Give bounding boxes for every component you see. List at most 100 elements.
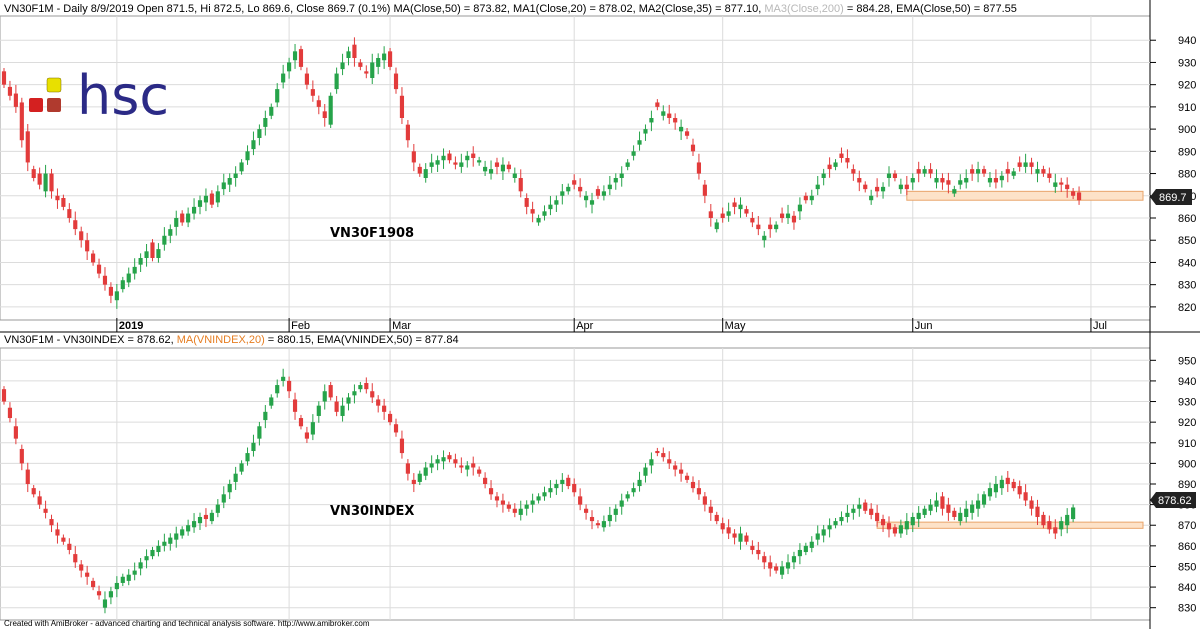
bottom-series-label: VN30INDEX [330,504,414,519]
candle-body [530,209,535,214]
candle-body [619,500,624,507]
candle-body [583,508,589,513]
candle-body [221,494,226,503]
candle-body [465,155,470,161]
candle-body [839,516,844,522]
candle-body [91,253,96,263]
support-zone [906,190,1144,201]
candle-body [875,186,880,192]
candle-body [399,438,405,454]
candle-body [815,184,820,190]
candle-body [304,432,309,439]
candle-body [459,162,464,167]
candle-body [7,86,13,96]
candle-body [138,562,143,569]
candle-body [453,162,458,165]
y-tick-label: 920 [1178,80,1196,92]
candle-body [1023,492,1028,501]
bottom-grid [0,348,1150,620]
candle-body [150,242,155,258]
logo-square-red-1 [29,98,43,112]
candle-body [607,184,612,190]
y-tick-label: 840 [1178,582,1196,594]
candle-body [756,549,761,555]
candle-body [328,385,333,398]
candle-body [857,178,862,183]
candle-body [774,566,779,571]
y-tick-label: 820 [1178,302,1196,314]
candle-body [465,465,470,470]
candle-body [714,514,719,522]
candle-body [352,44,357,58]
candle-body [1065,514,1070,526]
y-tick-label: 910 [1178,102,1196,114]
candle-body [886,173,892,178]
candle-body [393,73,399,90]
candle-body [73,554,78,563]
candle-body [631,488,636,493]
candle-body [382,53,387,61]
candle-body [904,184,909,190]
candle-body [762,235,767,241]
candle-body [168,229,173,236]
candle-body [1035,506,1040,517]
month-label: Mar [392,320,411,332]
y-tick-label: 950 [1178,355,1196,367]
candle-body [1065,184,1070,190]
candle-body [809,541,814,548]
month-label: Apr [576,320,593,332]
candle-body [245,453,250,462]
candle-body [857,504,862,509]
candle-body [191,206,197,214]
candle-body [281,73,286,83]
candle-body [934,178,939,183]
bottom-zone [876,521,1144,529]
candle-body [298,418,304,427]
candle-body [292,399,298,412]
candle-body [471,463,476,468]
candle-body [922,169,927,174]
candle-body [892,527,898,534]
y-tick-label: 890 [1178,479,1196,491]
candle-body [411,151,416,163]
candle-body [554,484,559,489]
candle-body [37,173,42,185]
candle-body [791,215,797,223]
candle-body [441,457,446,462]
candle-body [904,521,909,530]
candle-body [560,479,565,484]
candle-body [1017,162,1022,167]
candle-body [970,504,975,513]
candle-body [993,178,998,183]
candle-body [589,200,595,205]
y-tick-label: 850 [1178,235,1196,247]
candle-body [1029,500,1034,509]
candle-body [714,222,719,230]
candle-body [1017,486,1022,495]
candle-body [601,191,606,196]
candle-body [215,504,220,513]
candle-body [1005,169,1010,174]
candle-body [67,543,72,550]
candle-body [506,164,511,170]
candle-body [667,113,672,118]
candle-body [726,527,731,534]
candle-body [423,467,428,476]
candle-body [613,508,618,515]
candle-body [405,124,410,141]
candle-body [702,496,707,505]
candle-body [928,169,933,174]
candle-body [880,186,886,192]
candle-body [1053,527,1058,534]
candle-body [780,213,785,218]
candle-body [518,508,523,515]
candle-body [251,442,256,452]
month-label: Jun [915,320,933,332]
candle-body [180,213,185,223]
candle-body [958,180,963,185]
month-label: Jul [1093,320,1107,332]
candle-body [803,545,808,553]
footer-credit: Created with AmiBroker - advanced charti… [4,619,370,628]
candle-body [1011,481,1016,489]
candle-body [13,426,18,439]
